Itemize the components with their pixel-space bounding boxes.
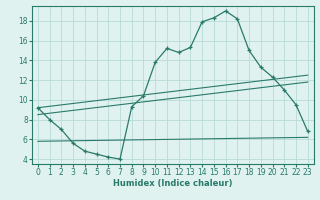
- X-axis label: Humidex (Indice chaleur): Humidex (Indice chaleur): [113, 179, 233, 188]
